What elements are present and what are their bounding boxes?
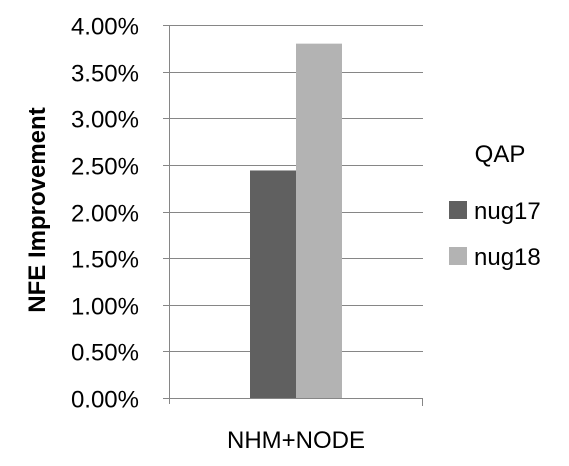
y-axis-label: NFE Improvement [24,107,51,312]
legend-swatch-nug17 [449,201,467,219]
y-tick-label: 3.50% [71,61,139,88]
legend-label-nug17: nug17 [474,198,541,225]
y-tick-label: 0.00% [71,387,139,414]
y-tick-label: 1.50% [71,247,139,274]
bars [250,43,342,399]
y-tick-label: 3.00% [71,107,139,134]
bar-nug17 [250,170,296,398]
y-tick-label: 1.00% [71,294,139,321]
axes [163,25,423,406]
legend: QAP nug17 nug18 [449,141,541,271]
bar-nug18 [296,43,342,399]
y-tick-labels: 0.00% 0.50% 1.00% 1.50% 2.00% 2.50% 3.00% 3.50%… [71,14,139,414]
legend-label-nug18: nug18 [474,244,541,271]
legend-swatch-nug18 [449,247,467,265]
y-tick-label: 2.50% [71,154,139,181]
y-tick-label: 0.50% [71,340,139,367]
y-tick-label: 2.00% [71,201,139,228]
legend-title: QAP [475,141,526,168]
x-category-label: NHM+NODE [227,427,365,454]
y-tick-label: 4.00% [71,14,139,41]
